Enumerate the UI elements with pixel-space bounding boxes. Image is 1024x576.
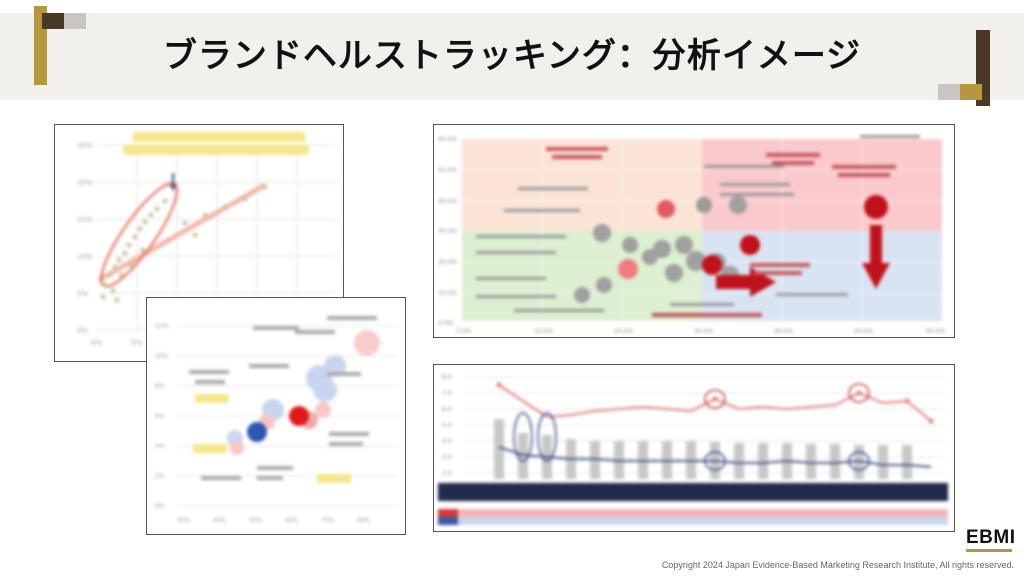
svg-text:8.0: 8.0 — [442, 374, 452, 381]
svg-text:5%: 5% — [77, 290, 88, 298]
svg-text:25%: 25% — [77, 142, 93, 150]
svg-text:70%: 70% — [321, 517, 335, 524]
grey-square-left — [64, 13, 86, 29]
svg-text:0%: 0% — [77, 327, 88, 335]
svg-text:0.0%: 0.0% — [438, 320, 454, 327]
svg-text:10%: 10% — [77, 253, 93, 261]
svg-text:60.0%: 60.0% — [926, 328, 945, 335]
svg-text:80%: 80% — [357, 517, 371, 524]
svg-text:5%: 5% — [131, 339, 142, 347]
svg-text:10.0%: 10.0% — [438, 290, 457, 297]
svg-text:40.0%: 40.0% — [438, 198, 457, 205]
dark-square-left — [42, 13, 64, 29]
svg-text:30.0%: 30.0% — [694, 328, 713, 335]
quadrant-matrix-panel: 60.0% 50.0% 40.0% 30.0% 20.0% 10.0% 0.0% 0.0… — [433, 124, 955, 338]
svg-text:30.0%: 30.0% — [438, 228, 457, 235]
svg-text:4%: 4% — [155, 443, 165, 450]
svg-text:30%: 30% — [177, 517, 191, 524]
svg-text:6%: 6% — [155, 413, 165, 420]
ebmi-logo: EBMI — [966, 527, 1016, 552]
logo-text: EBMI — [966, 527, 1016, 548]
bar-line-table-panel: 8.0 7.0 6.0 5.0 4.0 3.0 2.0 — [433, 364, 955, 532]
svg-text:0%: 0% — [91, 339, 102, 347]
svg-text:20.0%: 20.0% — [438, 259, 457, 266]
svg-text:40.0%: 40.0% — [774, 328, 793, 335]
svg-text:10.0%: 10.0% — [534, 328, 553, 335]
svg-text:7.0: 7.0 — [442, 390, 452, 397]
page-title: ブランドヘルストラッキング：分析イメージ — [162, 36, 862, 76]
svg-text:15%: 15% — [77, 216, 93, 224]
svg-text:2%: 2% — [155, 473, 165, 480]
svg-text:60.0%: 60.0% — [438, 136, 457, 143]
svg-text:0%: 0% — [155, 503, 165, 510]
bubble-chart: 12% 10% 8% 6% 4% 2% 0% 30% 40% 50% 60% 70% 80% — [155, 316, 397, 524]
svg-text:2.0: 2.0 — [442, 470, 452, 477]
svg-text:5.0: 5.0 — [442, 422, 452, 429]
svg-text:10%: 10% — [155, 353, 169, 360]
bubble-chart-panel: 12% 10% 8% 6% 4% 2% 0% 30% 40% 50% 60% 70% 80% — [146, 297, 406, 535]
svg-text:8%: 8% — [155, 383, 165, 390]
svg-text:50.0%: 50.0% — [854, 328, 873, 335]
logo-underline — [966, 549, 1012, 552]
gold-square-right — [960, 84, 982, 100]
svg-text:6.0: 6.0 — [442, 406, 452, 413]
svg-text:40%: 40% — [213, 517, 227, 524]
svg-text:20%: 20% — [77, 179, 93, 187]
bar-line-table-chart: 8.0 7.0 6.0 5.0 4.0 3.0 2.0 — [438, 374, 948, 525]
svg-text:4.0: 4.0 — [442, 438, 452, 445]
quadrant-matrix-chart: 60.0% 50.0% 40.0% 30.0% 20.0% 10.0% 0.0% 0.0… — [438, 135, 945, 335]
svg-text:50%: 50% — [249, 517, 263, 524]
scatter-trend-chart: 25% 20% 15% 10% 5% 0% 0% 5% — [77, 132, 335, 347]
svg-text:12%: 12% — [155, 323, 169, 330]
svg-text:50.0%: 50.0% — [438, 167, 457, 174]
svg-text:60%: 60% — [285, 517, 299, 524]
svg-text:20.0%: 20.0% — [614, 328, 633, 335]
svg-text:3.0: 3.0 — [442, 454, 452, 461]
svg-text:0.0%: 0.0% — [456, 328, 472, 335]
title-band — [0, 13, 1024, 100]
copyright-footer: Copyright 2024 Japan Evidence-Based Mark… — [661, 560, 1014, 570]
grey-square-right — [938, 84, 960, 100]
